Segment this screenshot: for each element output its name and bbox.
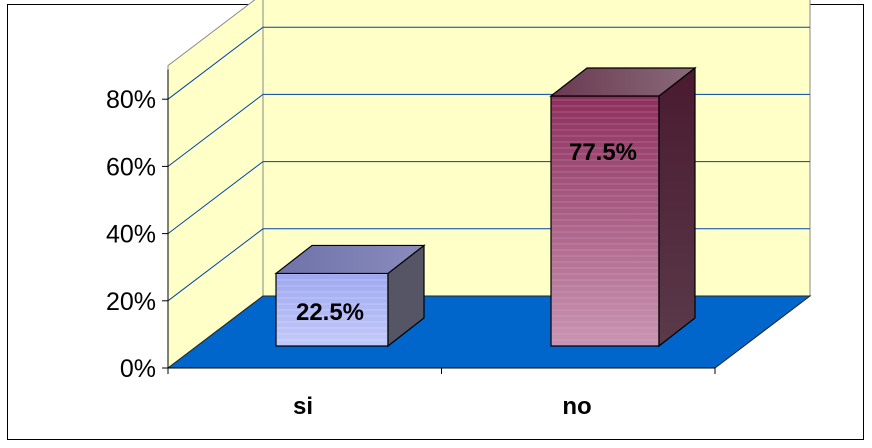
y-tick-label: 60% [106, 153, 156, 181]
y-tick-label: 20% [106, 288, 156, 316]
gridline [167, 26, 810, 100]
y-tick-label: 40% [106, 221, 156, 249]
data-label: 77.5% [569, 139, 637, 166]
bar-no [549, 66, 697, 348]
data-label: 22.5% [296, 299, 364, 326]
chart-floor [166, 295, 812, 369]
y-tick-label: 80% [106, 86, 156, 114]
bars [274, 66, 697, 348]
labels: 22.5% si 77.5% no [293, 139, 637, 420]
y-tick-label: 0% [120, 355, 156, 383]
bar-top-face [549, 67, 697, 97]
category-label: no [562, 393, 591, 420]
axes: 0% 20% 40% 60% 80% [106, 69, 716, 383]
bar-si [274, 244, 426, 348]
bar-top-face [274, 244, 426, 275]
category-label: si [293, 393, 313, 420]
bar-side-face [658, 66, 696, 348]
bar-front-face [550, 95, 660, 347]
